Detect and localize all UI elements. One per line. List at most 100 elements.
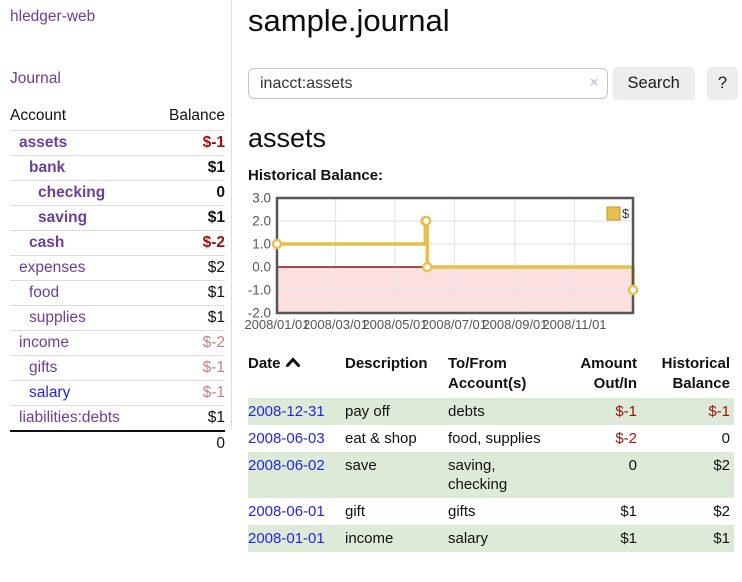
register-balance: 0: [721, 430, 730, 447]
y-tick-label: -2.0: [248, 306, 271, 321]
register-description: eat & shop: [345, 430, 417, 447]
account-balance: $1: [207, 284, 225, 301]
col-label: Amount: [580, 355, 637, 372]
account-link-expenses[interactable]: expenses: [19, 259, 86, 276]
account-balance: $1: [207, 409, 225, 426]
account-balance: $1: [207, 159, 225, 176]
account-row: assets $-1: [10, 130, 225, 156]
register-description: save: [345, 457, 377, 474]
account-link-saving[interactable]: saving: [38, 209, 88, 226]
register-date-link[interactable]: 2008-12-31: [248, 403, 325, 420]
register-header-row: Date Description To/From Account(s) Amount Ou…: [248, 352, 734, 398]
register-row[interactable]: 2008-01-01 income salary $1 $1: [248, 525, 734, 552]
x-tick-label: 2008/07/01: [422, 317, 487, 332]
account-link-liabilities-debts[interactable]: liabilities:debts: [19, 409, 120, 426]
register-date-link[interactable]: 2008-06-01: [248, 503, 325, 520]
account-row: expenses $2: [10, 255, 225, 281]
account-row: food $1: [10, 280, 225, 306]
y-tick-label: 3.0: [252, 191, 271, 206]
register-table: Date Description To/From Account(s) Amount Ou…: [248, 352, 734, 552]
account-balance: 0: [216, 184, 225, 201]
register-date-link[interactable]: 2008-06-03: [248, 430, 325, 447]
y-tick-label: 0.0: [252, 260, 271, 275]
account-balance: $-1: [202, 134, 225, 151]
account-link-assets[interactable]: assets: [19, 134, 68, 151]
account-balance: $-2: [202, 234, 225, 251]
account-balance: $2: [207, 259, 225, 276]
account-balance: $-1: [202, 384, 225, 401]
data-point-marker: [421, 261, 433, 273]
register-row[interactable]: 2008-06-02 save saving, checking 0 $2: [248, 452, 734, 498]
register-col-date[interactable]: Date: [248, 352, 345, 398]
clear-search-icon[interactable]: ×: [589, 74, 599, 91]
register-accounts: food, supplies: [448, 430, 541, 447]
search-button[interactable]: Search: [612, 67, 695, 100]
account-balance: $-1: [202, 359, 225, 376]
legend-swatch: [606, 206, 621, 221]
col-label-line2: Out/In: [593, 375, 637, 392]
register-col-amount: Amount Out/In: [560, 352, 641, 398]
account-balance: $1: [207, 309, 225, 326]
plot-border: [275, 196, 635, 315]
search-box: ×: [248, 68, 608, 99]
register-date-link[interactable]: 2008-06-02: [248, 457, 325, 474]
historical-balance-chart: $3.0 2.0 1.0 0.0 -1.0 -2.02008/01/012008/03/0…: [244, 191, 639, 332]
search-form: × Search ?: [248, 67, 738, 100]
register-amount: $1: [620, 503, 637, 520]
register-row[interactable]: 2008-06-03 eat & shop food, supplies $-2 0: [248, 425, 734, 452]
data-point-marker: [420, 215, 432, 227]
y-tick-label: -1.0: [248, 283, 271, 298]
brand-link[interactable]: hledger-web: [10, 8, 96, 25]
account-row: saving $1: [10, 205, 225, 231]
account-link-supplies[interactable]: supplies: [29, 309, 86, 326]
accounts-header-row: Account Balance: [10, 105, 225, 131]
account-link-salary[interactable]: salary: [29, 384, 71, 401]
account-link-checking[interactable]: checking: [38, 184, 106, 201]
search-input[interactable]: [248, 68, 608, 99]
data-point-marker: [271, 238, 283, 250]
account-link-gifts[interactable]: gifts: [29, 359, 58, 376]
y-tick-label: 2.0: [252, 214, 271, 229]
register-balance: $2: [713, 457, 730, 474]
sidebar-item-journal[interactable]: Journal: [10, 70, 61, 87]
register-accounts: gifts: [448, 503, 476, 520]
x-tick-label: 2008/03/01: [303, 317, 368, 332]
register-row[interactable]: 2008-06-01 gift gifts $1 $2: [248, 498, 734, 525]
register-balance: $-1: [708, 403, 730, 420]
page-title: sample.journal: [248, 3, 450, 38]
account-row: liabilities:debts $1: [10, 405, 225, 432]
x-tick-label: 2008/01/01: [244, 317, 309, 332]
accounts-header-balance: Balance: [168, 107, 225, 124]
account-heading: assets: [248, 123, 327, 153]
register-balance: $1: [713, 530, 730, 547]
accounts-table: Account Balance assets $-1 bank $1 checking 0…: [10, 105, 225, 456]
account-row: salary $-1: [10, 380, 225, 406]
register-accounts: salary: [448, 530, 489, 547]
account-link-income[interactable]: income: [19, 334, 69, 351]
help-button[interactable]: ?: [706, 67, 738, 100]
col-label: To/From: [448, 355, 507, 372]
register-amount: $-1: [615, 403, 637, 420]
legend-label: $: [622, 206, 630, 221]
account-balance: $-2: [202, 334, 225, 351]
col-label-line2: Account(s): [448, 375, 527, 392]
register-row[interactable]: 2008-12-31 pay off debts $-1 $-1: [248, 398, 734, 425]
register-description: income: [345, 530, 394, 547]
account-row: gifts $-1: [10, 355, 225, 381]
sort-asc-icon: [285, 357, 300, 367]
account-row: cash $-2: [10, 230, 225, 256]
col-label: Description: [345, 355, 428, 372]
account-balance: $1: [207, 209, 225, 226]
accounts-header-account: Account: [10, 107, 67, 124]
account-row: checking 0: [10, 180, 225, 206]
y-tick-label: 1.0: [252, 237, 271, 252]
accounts-total-balance: 0: [139, 430, 225, 456]
account-link-bank[interactable]: bank: [29, 159, 66, 176]
register-balance: $2: [713, 503, 730, 520]
account-link-food[interactable]: food: [29, 284, 60, 301]
register-description: gift: [345, 503, 366, 520]
x-tick-label: 2008/11/01: [542, 317, 606, 332]
account-link-cash[interactable]: cash: [29, 234, 65, 251]
register-col-tofrom: To/From Account(s): [448, 352, 560, 398]
register-date-link[interactable]: 2008-01-01: [248, 530, 325, 547]
